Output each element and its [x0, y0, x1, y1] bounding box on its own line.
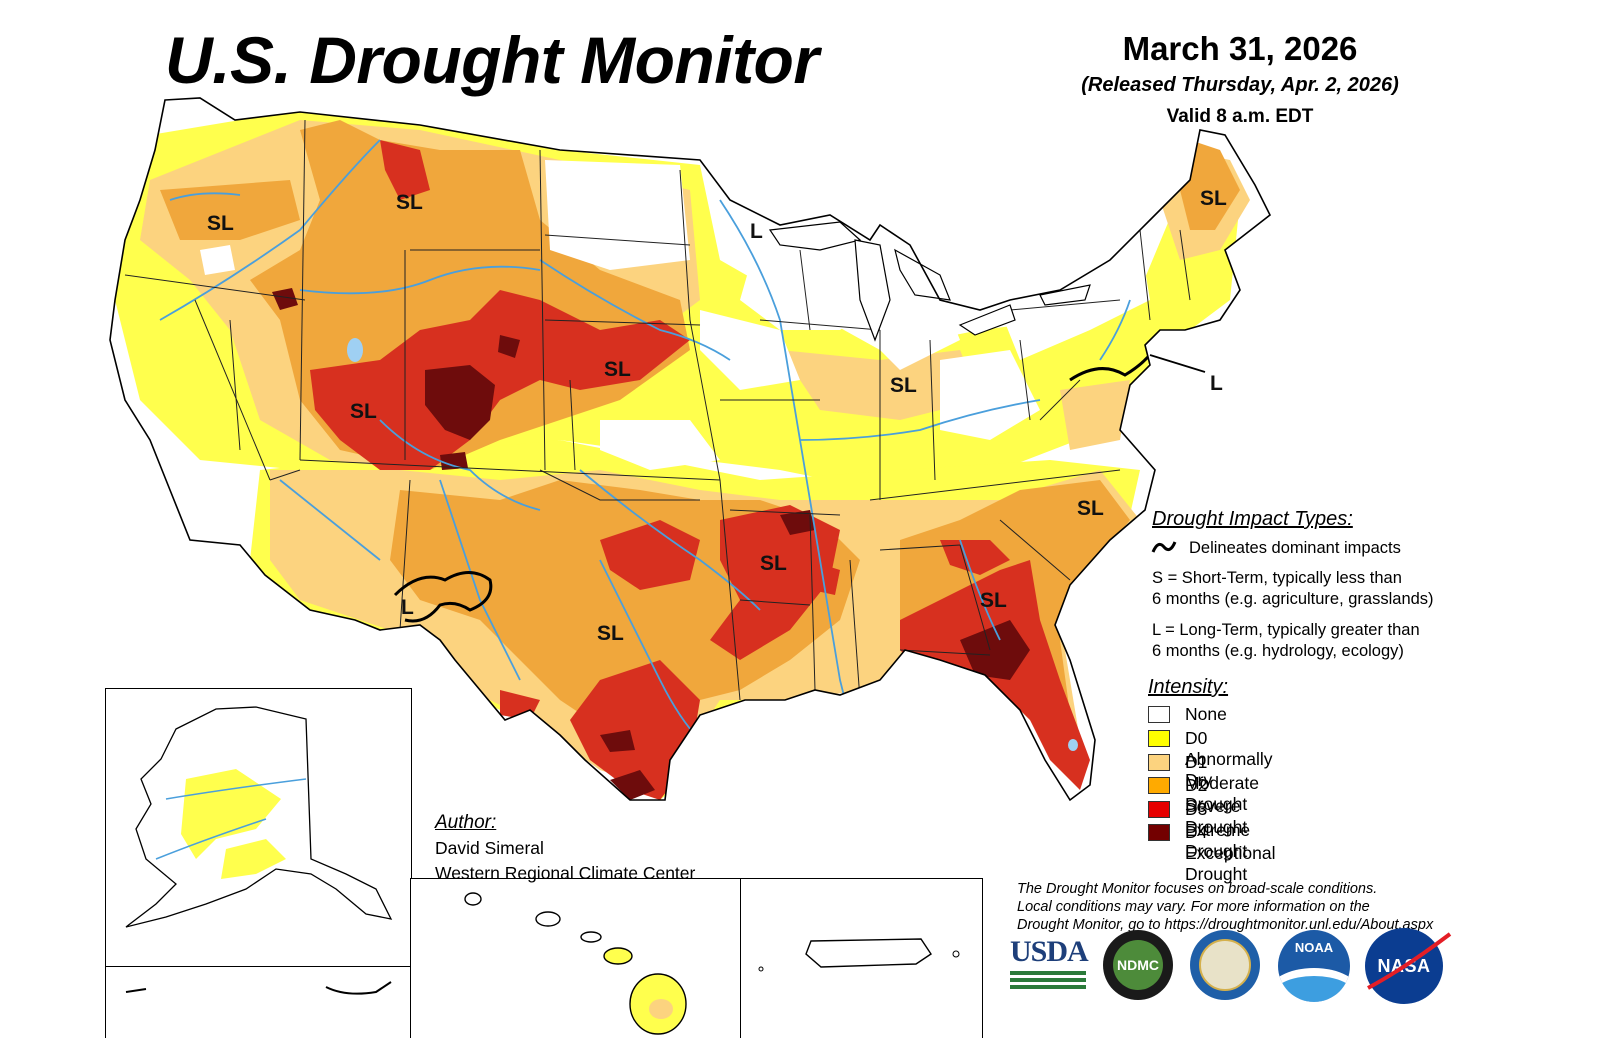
short-term-line2: 6 months (e.g. agriculture, grasslands) [1152, 590, 1434, 608]
ndmc-logo: NDMC [1103, 930, 1173, 1000]
disclaimer-line: Local conditions may vary. For more info… [1017, 899, 1370, 915]
disclaimer-line: The Drought Monitor focuses on broad-sca… [1017, 881, 1378, 897]
legend-swatch [1148, 754, 1170, 771]
d4-areas [272, 288, 1030, 800]
legend-label: D2 Severe Drought [1185, 775, 1248, 837]
great-salt-lake [347, 338, 363, 362]
map-label: SL [207, 212, 234, 235]
usda-logo: USDA [1010, 935, 1089, 995]
map-title: U.S. Drought Monitor [165, 23, 819, 97]
valid-time: Valid 8 a.m. EDT [1166, 106, 1314, 127]
l-pointer-line [1149, 354, 1206, 373]
alaska-aleutians-inset [105, 966, 412, 1038]
map-date: March 31, 2026 [1122, 30, 1358, 67]
aleutians-map [125, 981, 392, 995]
alaska-map [125, 706, 393, 928]
lake-okeechobee [1068, 739, 1078, 751]
long-term-line2: 6 months (e.g. hydrology, ecology) [1152, 642, 1404, 660]
map-label: L [401, 596, 414, 619]
author-name: David Simeral [435, 838, 544, 858]
legend-label: D1 Moderate Drought [1185, 752, 1259, 814]
great-lakes [768, 221, 1091, 342]
impact-line-icon [1151, 541, 1177, 553]
commerce-seal [1190, 930, 1260, 1000]
intensity-legend-heading: Intensity: [1148, 676, 1229, 698]
conus-outline [109, 97, 1272, 802]
map-label: SL [604, 358, 631, 381]
disclaimer-line: Drought Monitor, go to https://droughtmo… [1017, 917, 1434, 933]
hawaii-inset [410, 878, 742, 1038]
map-label: L [750, 220, 763, 243]
legend-label: None [1185, 704, 1227, 724]
long-term-line1: L = Long-Term, typically greater than [1152, 621, 1420, 639]
map-label: SL [597, 622, 624, 645]
impact-legend-heading: Drought Impact Types: [1152, 508, 1353, 530]
state-borders [124, 119, 1191, 701]
legend-label: D4 Exceptional Drought [1185, 822, 1276, 884]
map-label: SL [890, 374, 917, 397]
noaa-logo-text: NOAA [1294, 940, 1334, 955]
nasa-swoosh [1367, 932, 1452, 990]
legend-swatch [1148, 824, 1170, 841]
short-term-line1: S = Short-Term, typically less than [1152, 569, 1402, 587]
puerto-rico-map [758, 938, 960, 972]
ndmc-logo-text: NDMC [1113, 940, 1163, 990]
legend-label: D0 Abnormally Dry [1185, 728, 1273, 790]
noaa-logo: NOAA [1278, 930, 1350, 1002]
impact-delineates: Delineates dominant impacts [1189, 539, 1401, 557]
alaska-inset [105, 688, 412, 968]
legend-label: D3 Extreme Drought [1185, 799, 1251, 861]
release-date: (Released Thursday, Apr. 2, 2026) [1081, 74, 1399, 96]
map-label: SL [760, 552, 787, 575]
none-areas [120, 160, 1150, 560]
disclaimer: The Drought Monitor focuses on broad-sca… [1017, 880, 1497, 934]
map-label: SL [350, 400, 377, 423]
rivers [159, 139, 1131, 741]
map-label: SL [1077, 497, 1104, 520]
hawaii-map [464, 892, 687, 1035]
puerto-rico-inset [740, 878, 983, 1038]
usda-logo-text: USDA [1010, 935, 1089, 968]
legend-swatch [1148, 706, 1170, 723]
legend-swatch [1148, 730, 1170, 747]
map-label: SL [980, 589, 1007, 612]
author-org: Western Regional Climate Center [435, 863, 696, 883]
impact-labels: SL SL SL SL SL SL SL SL SL SL L L L [207, 187, 1227, 645]
map-label: SL [1200, 187, 1227, 210]
author-heading: Author: [435, 812, 497, 833]
map-label: SL [396, 191, 423, 214]
legend-swatch [1148, 801, 1170, 818]
legend-swatch [1148, 777, 1170, 794]
map-label: L [1210, 372, 1223, 395]
